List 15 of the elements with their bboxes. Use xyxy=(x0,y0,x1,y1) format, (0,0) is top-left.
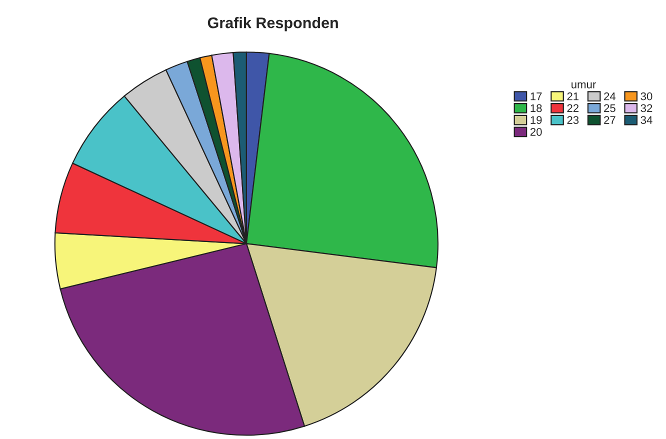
legend-label: 32 xyxy=(640,104,652,112)
legend-label: 30 xyxy=(640,92,652,100)
legend-title: umur xyxy=(572,82,596,88)
legend-label: 17 xyxy=(530,92,542,100)
legend-label: 19 xyxy=(530,116,542,124)
legend-label: 21 xyxy=(567,92,579,100)
legend-label: 22 xyxy=(567,104,579,112)
legend-label: 18 xyxy=(530,104,542,112)
legend-label: 20 xyxy=(530,128,542,136)
legend-label: 23 xyxy=(567,116,579,124)
legend-label: 34 xyxy=(640,116,652,124)
legend-label: 25 xyxy=(604,104,616,112)
chart-title: Grafik Responden xyxy=(208,17,338,32)
legend-label: 27 xyxy=(604,116,616,124)
legend-label: 24 xyxy=(604,92,616,100)
